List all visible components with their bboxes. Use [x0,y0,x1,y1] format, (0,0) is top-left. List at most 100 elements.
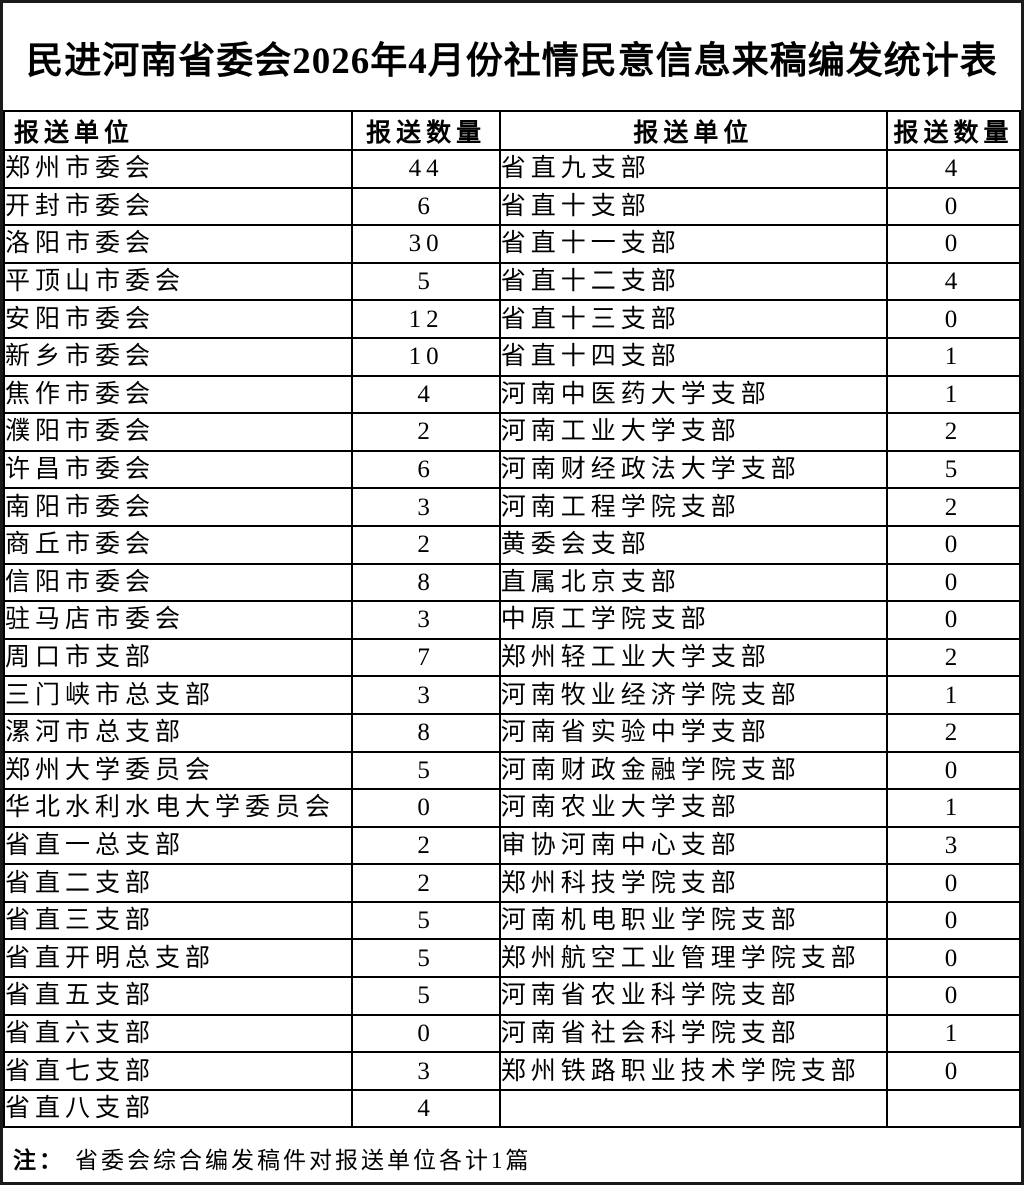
unit-name-cell: 河南财经政法大学支部 [498,449,888,490]
submission-count-cell: 3 [351,675,501,715]
submission-count-cell: 5 [885,449,1021,490]
unit-name-cell: 省直十二支部 [498,261,888,302]
table-row: 平顶山市委会 5 省直十二支部 4 [3,261,1021,302]
table-row: 省直二支部 2 郑州科技学院支部 0 [3,863,1021,903]
unit-name-cell: 许昌市委会 [3,449,354,490]
submission-count-cell: 4 [351,374,501,415]
table-row: 商丘市委会 2 黄委会支部 0 [3,524,1021,565]
unit-name-cell: 省直十支部 [498,186,888,227]
submission-count-cell: 7 [351,637,501,678]
table-row: 驻马店市委会 3 中原工学院支部 0 [3,600,1021,640]
submission-count-cell: 5 [351,976,501,1016]
submission-count-cell: 3 [885,825,1021,866]
submission-count-cell: 0 [885,299,1021,339]
submission-count-cell: 1 [885,374,1021,415]
unit-name-cell: 安阳市委会 [3,299,354,339]
unit-name-cell: 河南农业大学支部 [498,788,888,828]
submission-count-cell: 2 [351,524,501,565]
unit-name-cell: 郑州大学委员会 [3,750,354,791]
unit-name-cell: 省直十一支部 [498,224,888,264]
unit-name-cell: 河南机电职业学院支部 [498,900,888,941]
unit-name-cell: 河南牧业经济学院支部 [498,675,888,715]
unit-name-cell: 省直十四支部 [498,336,888,377]
submission-count-cell: 1 [885,1013,1021,1054]
submission-count-cell: 0 [885,938,1021,979]
table-row: 郑州市委会 44 省直九支部 4 [3,149,1021,189]
submission-count-cell: 6 [351,449,501,490]
table-row: 安阳市委会 12 省直十三支部 0 [3,299,1021,339]
unit-name-cell: 审协河南中心支部 [498,825,888,866]
table-row: 华北水利水电大学委员会 0 河南农业大学支部 1 [3,788,1021,828]
unit-name-cell: 省直七支部 [3,1051,354,1091]
unit-name-cell: 郑州科技学院支部 [498,863,888,903]
footnote: 注： 省委会综合编发稿件对报送单位各计1篇 [3,1128,1021,1175]
table-row: 许昌市委会 6 河南财经政法大学支部 5 [3,449,1021,490]
submission-count-cell: 4 [351,1088,501,1129]
submission-count-cell [885,1088,1021,1129]
submission-count-cell: 10 [351,336,501,377]
submission-count-cell: 30 [351,224,501,264]
submission-count-cell: 1 [885,788,1021,828]
submission-count-cell: 0 [885,224,1021,264]
unit-name-cell: 省直九支部 [498,149,888,189]
unit-name-cell: 商丘市委会 [3,524,354,565]
unit-name-cell: 河南工程学院支部 [498,487,888,527]
table-row: 郑州大学委员会 5 河南财政金融学院支部 0 [3,750,1021,791]
submission-count-cell: 2 [885,637,1021,678]
unit-name-cell: 河南省社会科学院支部 [498,1013,888,1054]
submission-count-cell: 0 [885,562,1021,603]
unit-name-cell: 省直十三支部 [498,299,888,339]
submission-count-cell: 2 [885,487,1021,527]
submission-count-cell: 0 [351,788,501,828]
submission-count-cell: 2 [885,712,1021,753]
table-row: 省直三支部 5 河南机电职业学院支部 0 [3,900,1021,941]
unit-name-cell: 漯河市总支部 [3,712,354,753]
table-row: 洛阳市委会 30 省直十一支部 0 [3,224,1021,264]
unit-name-cell: 新乡市委会 [3,336,354,377]
submission-count-cell: 1 [885,675,1021,715]
table-row: 三门峡市总支部 3 河南牧业经济学院支部 1 [3,675,1021,715]
unit-name-cell: 省直一总支部 [3,825,354,866]
unit-name-cell: 平顶山市委会 [3,261,354,302]
submission-count-cell: 0 [885,524,1021,565]
table-row: 信阳市委会 8 直属北京支部 0 [3,562,1021,603]
table-row: 周口市支部 7 郑州轻工业大学支部 2 [3,637,1021,678]
submission-count-cell: 3 [351,487,501,527]
title-bar: 民进河南省委会2026年4月份社情民意信息来稿编发统计表 [3,3,1021,110]
submission-count-cell: 12 [351,299,501,339]
submission-count-cell: 4 [885,149,1021,189]
unit-name-cell: 省直八支部 [3,1088,354,1129]
table-row: 漯河市总支部 8 河南省实验中学支部 2 [3,712,1021,753]
submission-count-cell: 0 [885,976,1021,1016]
unit-name-cell: 省直开明总支部 [3,938,354,979]
submission-count-cell: 5 [351,261,501,302]
unit-name-cell: 南阳市委会 [3,487,354,527]
submission-count-cell: 5 [351,900,501,941]
submission-count-cell: 44 [351,149,501,189]
submission-count-cell: 5 [351,938,501,979]
unit-name-cell: 驻马店市委会 [3,600,354,640]
submission-count-cell: 4 [885,261,1021,302]
table-row: 省直五支部 5 河南省农业科学院支部 0 [3,976,1021,1016]
submission-count-cell: 0 [885,600,1021,640]
table-row: 省直开明总支部 5 郑州航空工业管理学院支部 0 [3,938,1021,979]
column-header-count-right: 报送数量 [885,110,1021,151]
submission-count-cell: 0 [885,750,1021,791]
page-title: 民进河南省委会2026年4月份社情民意信息来稿编发统计表 [26,40,998,82]
unit-name-cell: 郑州铁路职业技术学院支部 [498,1051,888,1091]
unit-name-cell: 黄委会支部 [498,524,888,565]
submission-count-cell: 2 [351,863,501,903]
table-row: 省直一总支部 2 审协河南中心支部 3 [3,825,1021,866]
unit-name-cell: 河南财政金融学院支部 [498,750,888,791]
unit-name-cell: 省直三支部 [3,900,354,941]
unit-name-cell: 郑州市委会 [3,149,354,189]
submission-count-cell: 2 [351,825,501,866]
table-row: 开封市委会 6 省直十支部 0 [3,186,1021,227]
unit-name-cell: 焦作市委会 [3,374,354,415]
submission-count-cell: 0 [885,186,1021,227]
unit-name-cell: 河南中医药大学支部 [498,374,888,415]
submission-count-cell: 2 [885,412,1021,452]
table-row: 省直八支部 4 [3,1088,1021,1129]
unit-name-cell: 郑州轻工业大学支部 [498,637,888,678]
